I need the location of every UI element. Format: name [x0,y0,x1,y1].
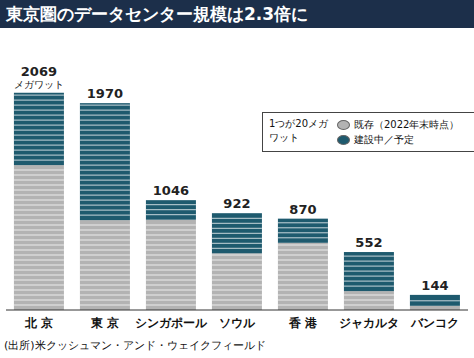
html-text:東京圏のデータセンター規模は2.3倍に: 東京圏のデータセンター規模は2.3倍に [6,4,309,24]
svg-text:1046: 1046 [153,183,189,198]
html-text:1つが20メガワット: 1つが20メガワット [269,118,329,143]
svg-text:2069: 2069 [21,64,57,79]
svg-text:バンコク: バンコク [410,316,459,330]
html-text:建設中／予定: 建設中／予定 [354,134,414,145]
svg-text:メガワット: メガワット [14,79,64,90]
svg-text:北 京: 北 京 [24,316,53,330]
svg-text:922: 922 [223,196,250,211]
svg-text:シンガポール: シンガポール [135,316,208,330]
svg-text:香 港: 香 港 [288,316,318,330]
svg-text:ジャカルタ: ジャカルタ [339,316,399,330]
svg-text:552: 552 [355,235,382,250]
html-text:既存（2022年末時点）: 既存（2022年末時点） [354,119,460,130]
svg-text:870: 870 [289,202,316,217]
svg-text:1970: 1970 [87,86,123,101]
svg-text:東 京: 東 京 [90,316,119,330]
html-text:(出所)米クッシュマン・アンド・ウェイクフィールド: (出所)米クッシュマン・アンド・ウェイクフィールド [4,339,266,352]
svg-text:144: 144 [421,278,448,293]
svg-text:ソウル: ソウル [219,316,256,330]
